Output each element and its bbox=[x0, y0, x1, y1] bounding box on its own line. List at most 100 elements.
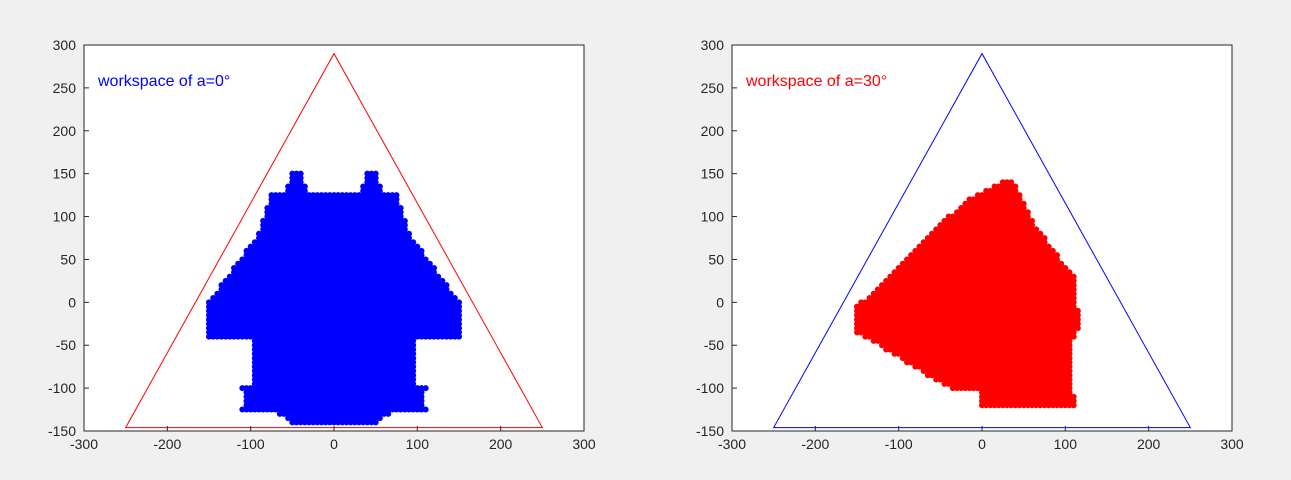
data-point bbox=[289, 187, 296, 194]
data-point bbox=[356, 346, 362, 353]
data-point bbox=[372, 415, 379, 422]
data-point bbox=[912, 299, 919, 306]
data-point bbox=[372, 355, 379, 362]
data-point bbox=[360, 213, 367, 220]
data-point bbox=[247, 307, 254, 314]
data-point bbox=[422, 385, 429, 392]
data-point bbox=[1045, 397, 1052, 404]
data-point bbox=[974, 350, 981, 357]
data-point bbox=[285, 372, 292, 379]
data-point bbox=[933, 226, 940, 233]
data-point bbox=[285, 260, 292, 267]
data-point bbox=[268, 363, 275, 370]
data-point bbox=[979, 196, 985, 203]
data-point bbox=[983, 239, 990, 246]
data-point bbox=[995, 286, 1002, 293]
data-point bbox=[289, 179, 296, 186]
data-point bbox=[406, 235, 412, 241]
data-point bbox=[347, 269, 354, 276]
data-point bbox=[251, 247, 258, 254]
data-point bbox=[247, 243, 254, 250]
data-point bbox=[272, 359, 279, 366]
data-point bbox=[924, 325, 931, 332]
data-point bbox=[381, 226, 387, 233]
data-point bbox=[995, 303, 1002, 310]
data-point bbox=[306, 273, 312, 280]
data-point bbox=[451, 299, 458, 306]
data-point bbox=[426, 299, 433, 306]
data-point bbox=[979, 213, 985, 220]
data-point bbox=[1020, 222, 1027, 229]
data-point bbox=[356, 337, 362, 344]
data-point bbox=[979, 350, 985, 357]
data-point bbox=[306, 196, 312, 203]
data-point bbox=[418, 299, 425, 306]
data-point bbox=[987, 235, 994, 241]
data-point bbox=[264, 269, 271, 276]
data-point bbox=[1012, 389, 1019, 396]
data-point bbox=[322, 389, 329, 396]
data-point bbox=[256, 290, 262, 297]
data-point bbox=[231, 295, 237, 302]
data-point bbox=[866, 303, 873, 310]
data-point bbox=[991, 299, 998, 306]
data-point bbox=[372, 187, 379, 194]
data-point bbox=[351, 389, 358, 396]
data-point bbox=[899, 290, 906, 297]
data-point bbox=[1016, 196, 1023, 203]
data-point bbox=[874, 337, 881, 344]
data-point bbox=[933, 290, 940, 297]
data-point bbox=[1058, 350, 1065, 357]
data-point bbox=[343, 260, 350, 267]
data-point bbox=[958, 222, 965, 229]
data-point bbox=[276, 273, 283, 280]
y-tick-label: -50 bbox=[56, 337, 76, 353]
data-point bbox=[376, 325, 383, 332]
data-point bbox=[310, 346, 317, 353]
data-point bbox=[1008, 273, 1015, 280]
data-point bbox=[285, 247, 292, 254]
data-point bbox=[272, 265, 279, 272]
data-point bbox=[318, 247, 325, 254]
data-point bbox=[418, 277, 425, 284]
data-point bbox=[297, 410, 304, 417]
data-point bbox=[318, 337, 325, 344]
data-point bbox=[979, 342, 985, 349]
data-point bbox=[226, 329, 233, 336]
data-point bbox=[381, 346, 387, 353]
data-point bbox=[1054, 290, 1060, 297]
data-point bbox=[431, 316, 437, 323]
data-point bbox=[356, 295, 362, 302]
data-point bbox=[924, 252, 931, 259]
data-point bbox=[1041, 367, 1048, 374]
data-point bbox=[912, 325, 919, 332]
data-point bbox=[389, 402, 396, 409]
data-point bbox=[339, 286, 346, 293]
data-point bbox=[351, 325, 358, 332]
data-point bbox=[276, 307, 283, 314]
data-point bbox=[331, 256, 337, 263]
data-point bbox=[962, 204, 969, 211]
data-point bbox=[389, 342, 396, 349]
data-point bbox=[272, 372, 279, 379]
data-point bbox=[310, 243, 317, 250]
data-point bbox=[306, 316, 312, 323]
data-point bbox=[381, 290, 387, 297]
data-point bbox=[1008, 192, 1015, 199]
data-point bbox=[937, 277, 944, 284]
data-point bbox=[389, 299, 396, 306]
data-point bbox=[904, 320, 910, 327]
data-point bbox=[347, 303, 354, 310]
data-point bbox=[381, 235, 387, 241]
data-point bbox=[222, 299, 229, 306]
data-point bbox=[381, 397, 387, 404]
data-point bbox=[1033, 359, 1040, 366]
data-point bbox=[426, 290, 433, 297]
data-point bbox=[322, 290, 329, 297]
data-point bbox=[314, 363, 321, 370]
data-point bbox=[995, 235, 1002, 241]
data-point bbox=[1012, 337, 1019, 344]
data-point bbox=[1004, 290, 1010, 297]
data-point bbox=[1070, 307, 1077, 314]
data-point bbox=[987, 265, 994, 272]
